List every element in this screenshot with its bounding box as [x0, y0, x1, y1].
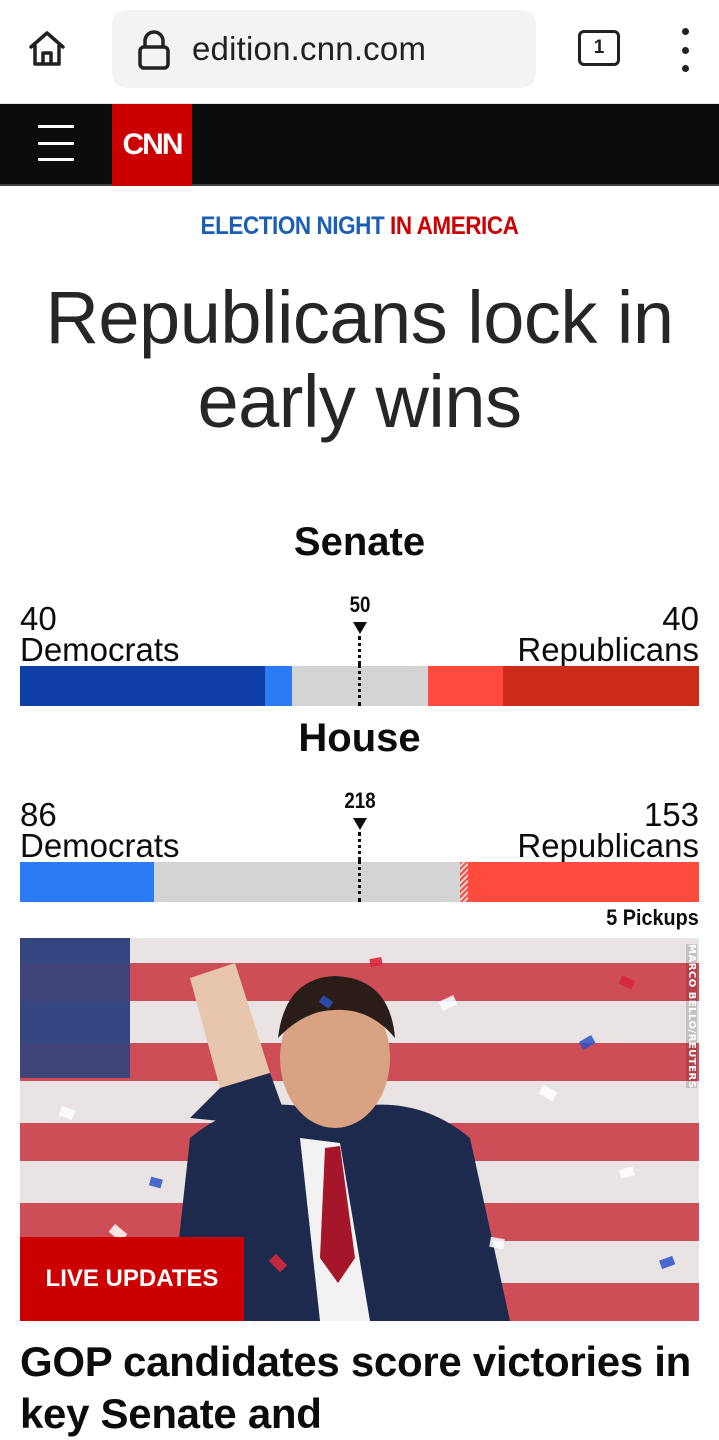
- senate-dem-won-segment: [20, 666, 265, 706]
- site-header: CNN: [0, 104, 719, 186]
- kicker-part1: ELECTION NIGHT: [200, 212, 385, 240]
- senate-rep-label: Republicans: [517, 631, 699, 668]
- live-updates-badge[interactable]: LIVE UPDATES: [20, 1237, 244, 1321]
- senate-rep-count: 40: [662, 600, 699, 637]
- more-options-button[interactable]: [670, 28, 700, 72]
- house-dem-label: Democrats: [20, 827, 180, 864]
- senate-dem-label: Democrats: [20, 631, 180, 668]
- cnn-logo[interactable]: CNN: [112, 104, 192, 186]
- senate-majority-arrow: [353, 622, 367, 634]
- live-updates-label: LIVE UPDATES: [45, 1265, 219, 1292]
- house-pickup-segment: [460, 862, 468, 902]
- tab-count: 1: [593, 37, 605, 58]
- house-dem-count: 86: [20, 796, 57, 833]
- house-rep-segment: [468, 862, 699, 902]
- house-majority-marker: 218: [344, 788, 376, 813]
- senate-rep-won-segment: [503, 666, 699, 706]
- tabs-button[interactable]: 1: [578, 30, 620, 66]
- photo-credit: MARCO BELLO/REUTERS: [686, 944, 697, 1089]
- lead-story-title[interactable]: GOP candidates score victories in key Se…: [20, 1338, 691, 1437]
- senate-rep-leading-segment: [428, 666, 503, 706]
- senate-results-bar: [20, 666, 699, 706]
- house-rep-label: Republicans: [517, 827, 699, 864]
- house-majority-arrow: [353, 818, 367, 830]
- house-rep-count: 153: [643, 796, 699, 833]
- hamburger-menu-icon[interactable]: [38, 125, 74, 161]
- lock-icon: [138, 30, 170, 70]
- senate-dem-leading-segment: [265, 666, 292, 706]
- logo-text: CNN: [122, 128, 184, 161]
- kicker-part2: IN AMERICA: [390, 212, 519, 240]
- section-kicker[interactable]: ELECTION NIGHT IN AMERICA: [36, 212, 683, 241]
- lead-story-image[interactable]: MARCO BELLO/REUTERS LIVE UPDATES: [20, 938, 699, 1321]
- house-pickups-label: 5 Pickups: [606, 905, 699, 930]
- senate-title: Senate: [293, 520, 426, 564]
- home-button[interactable]: [22, 24, 72, 74]
- house-title: House: [298, 716, 421, 760]
- home-icon: [29, 31, 65, 66]
- browser-toolbar: edition.cnn.com 1: [0, 0, 719, 104]
- house-dem-segment: [20, 862, 154, 902]
- senate-majority-marker: 50: [349, 592, 371, 617]
- more-vert-icon: [681, 28, 689, 35]
- senate-dem-count: 40: [20, 600, 57, 637]
- page-headline[interactable]: Republicans lock in early wins: [45, 276, 674, 443]
- url-text: edition.cnn.com: [192, 30, 427, 67]
- address-bar[interactable]: edition.cnn.com: [112, 10, 536, 88]
